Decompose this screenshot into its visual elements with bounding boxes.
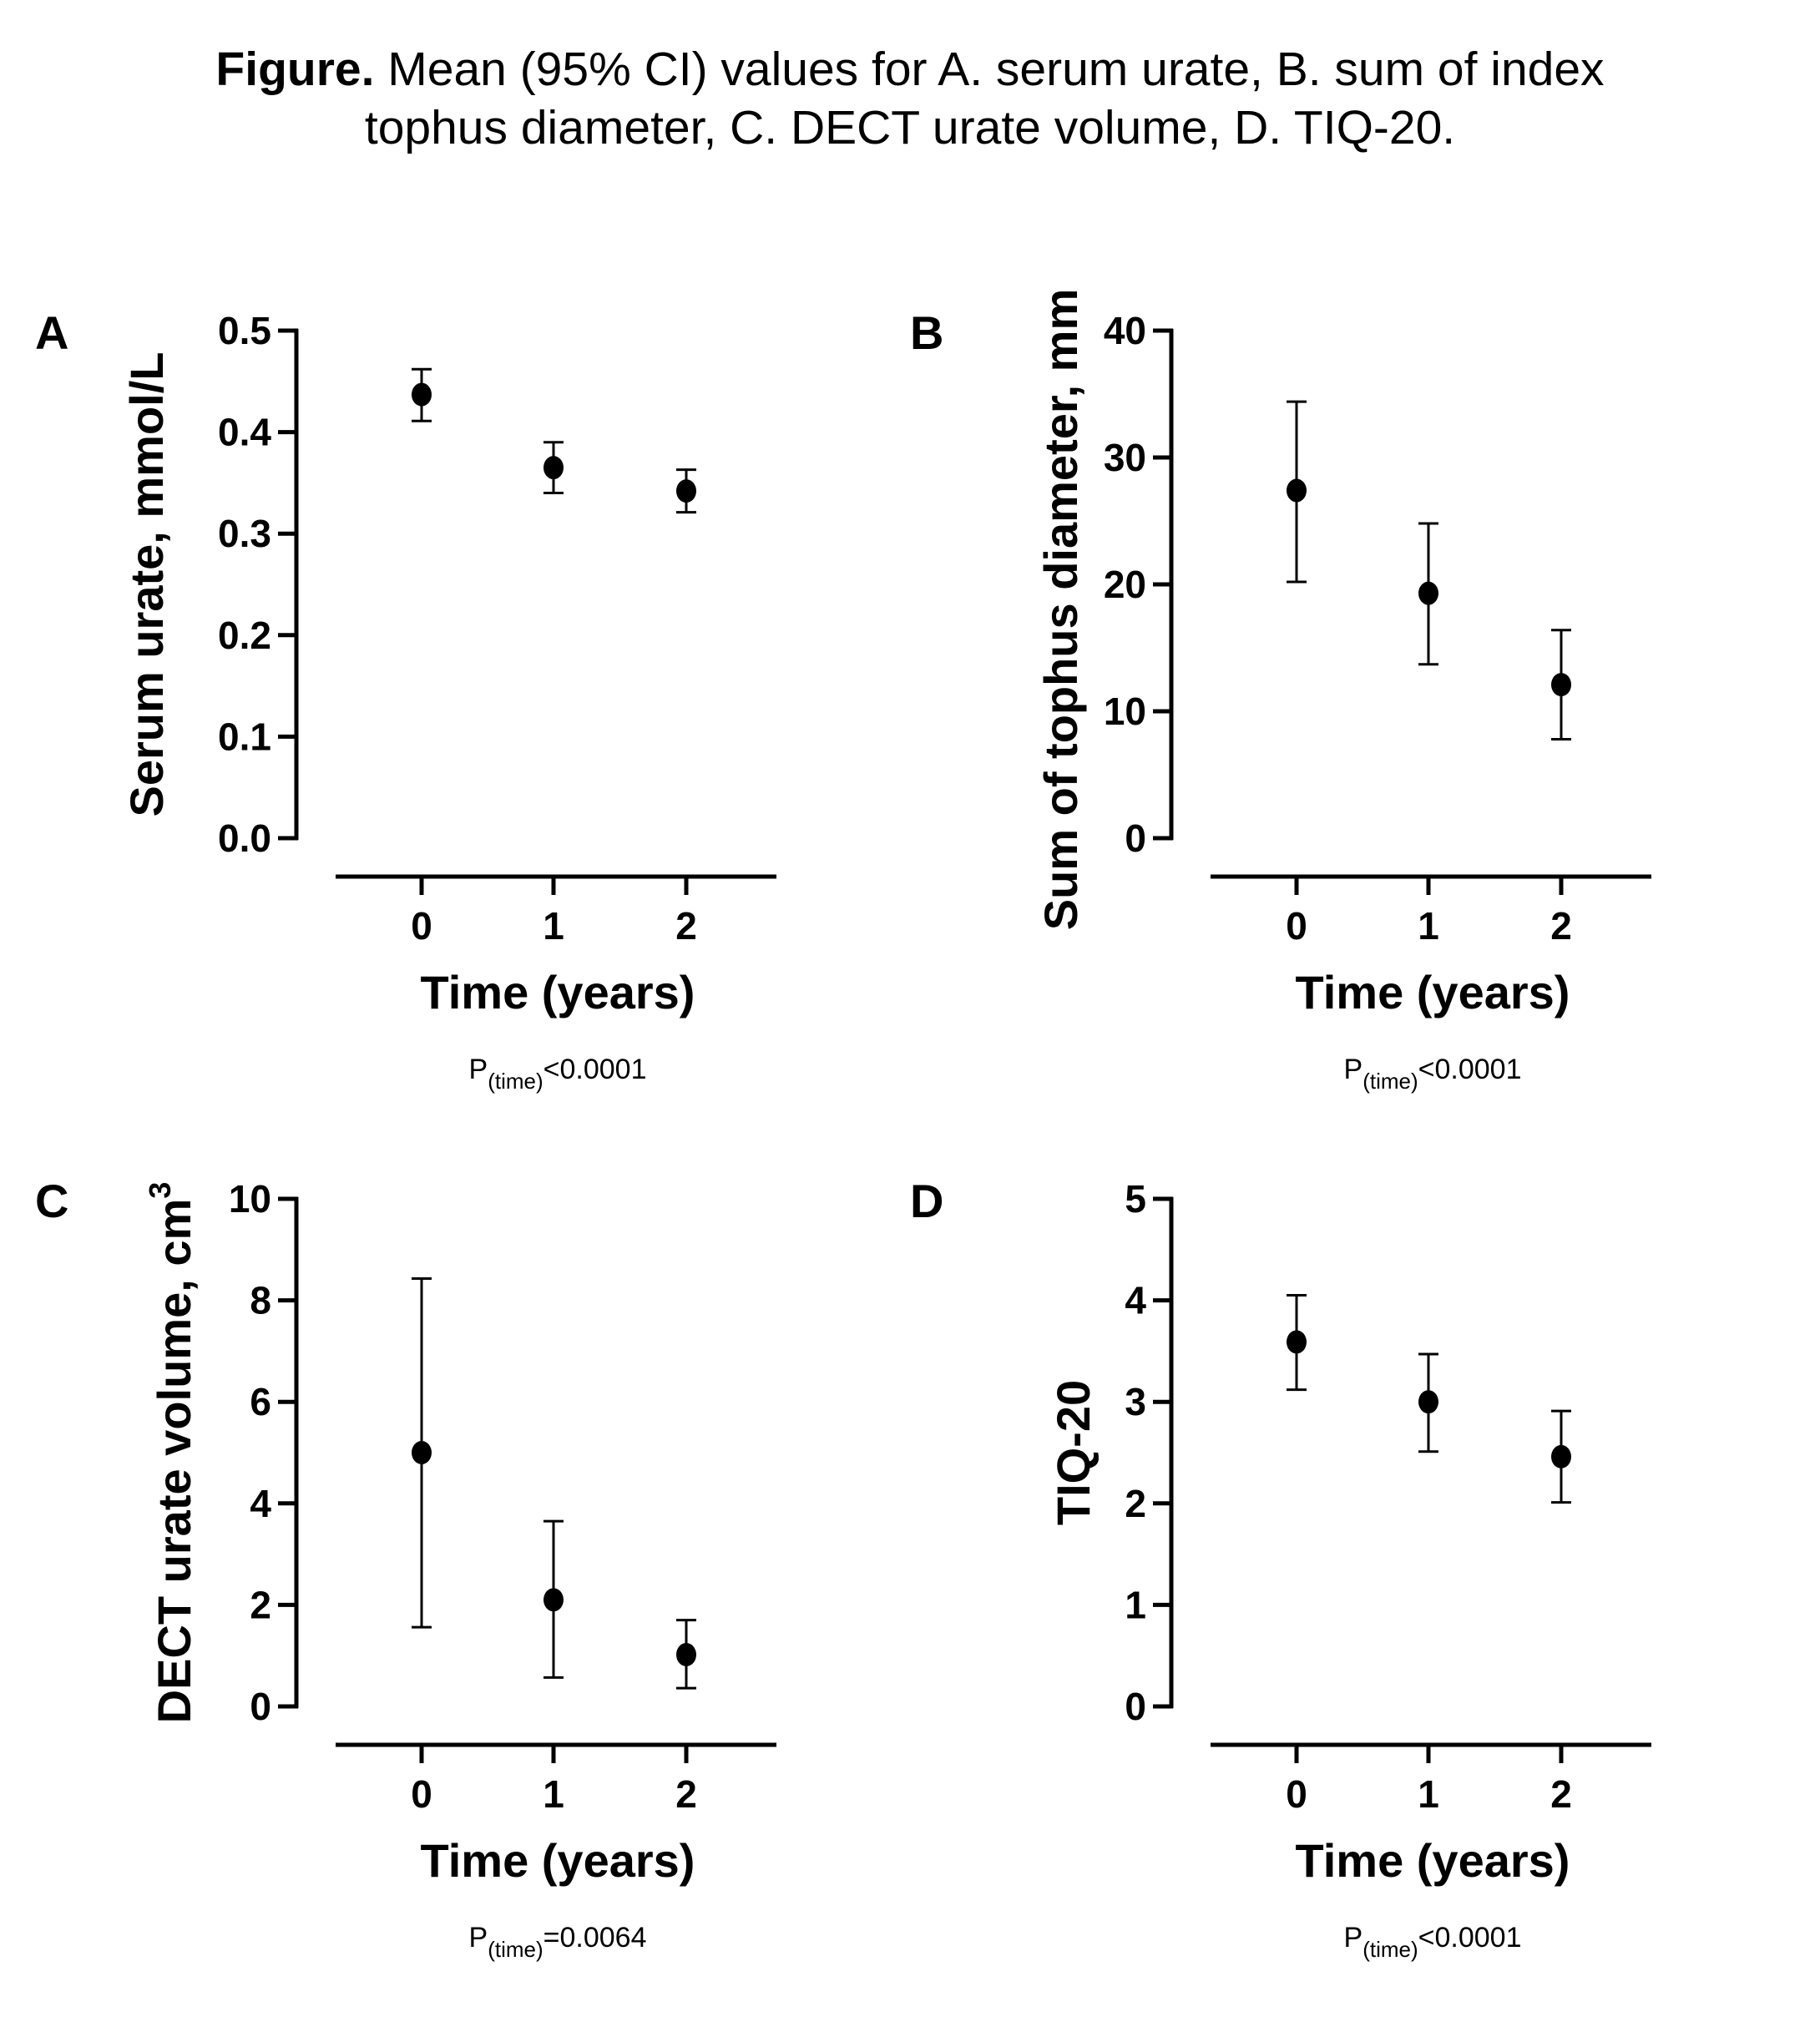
y-tick-label: 10 — [229, 1177, 271, 1221]
data-point — [1551, 1444, 1571, 1468]
y-axis-title: Serum urate, mmol/L — [120, 351, 173, 816]
p-value-annotation: P(time)<0.0001 — [469, 1054, 647, 1094]
y-tick-label: 0.4 — [218, 411, 271, 454]
x-axis-title: Time (years) — [1296, 966, 1570, 1019]
p-value-annotation: P(time)=0.0064 — [469, 1922, 647, 1962]
y-tick-label: 4 — [1125, 1279, 1146, 1322]
x-tick-label: 0 — [411, 904, 432, 948]
data-point — [1287, 1330, 1307, 1354]
p-value-text: <0.0001 — [1418, 1054, 1522, 1085]
panel-letter: C — [35, 1175, 68, 1227]
y-tick-label: 2 — [1125, 1482, 1146, 1525]
panel-d: D 0 1 2 3 4 5 TIQ-20 0 1 2 Time (years) P(time)<0.00… — [910, 1175, 1651, 1962]
data-point — [1551, 673, 1571, 697]
y-axis-title-text: Serum urate, mmol/L — [120, 351, 173, 816]
y-tick-label: 0 — [1125, 816, 1146, 860]
y-axis-title-superscript: 3 — [143, 1182, 177, 1199]
y-tick-label: 5 — [1125, 1177, 1146, 1221]
y-tick-label: 20 — [1104, 563, 1146, 606]
figure-title-line-1: Figure. Mean (95% CI) values for A. seru… — [0, 40, 1820, 99]
x-tick-label: 1 — [543, 1772, 564, 1816]
data-point — [543, 456, 564, 480]
x-tick-label: 0 — [411, 1772, 432, 1816]
p-value-label: P — [469, 1922, 488, 1954]
p-value-subscript: (time) — [488, 1937, 543, 1962]
x-tick-label: 2 — [675, 1772, 697, 1816]
x-axis-title: Time (years) — [421, 966, 695, 1019]
y-axis-title-text: TIQ-20 — [1047, 1380, 1100, 1525]
x-tick-label: 0 — [1286, 904, 1307, 948]
x-tick-label: 2 — [1550, 1772, 1572, 1816]
data-point — [1418, 1390, 1438, 1414]
y-axis-title-text: DECT urate volume, cm — [148, 1199, 200, 1724]
x-tick-label: 2 — [1550, 904, 1572, 948]
p-value-label: P — [1344, 1922, 1363, 1954]
y-tick-label: 0.2 — [218, 614, 271, 657]
panel-letter: B — [910, 306, 943, 359]
panel-letter: A — [35, 306, 68, 359]
y-axis-title-text: Sum of tophus diameter, mm — [1034, 289, 1087, 931]
y-tick-label: 0 — [1125, 1685, 1146, 1728]
y-tick-label: 2 — [250, 1583, 271, 1626]
y-tick-label: 0.1 — [218, 715, 271, 758]
panel-c: C 0 2 4 6 8 10 DECT urate volume, cm3 0 1 2 Time (y… — [35, 1175, 776, 1962]
y-tick-label: 10 — [1104, 690, 1146, 733]
p-value-text: =0.0064 — [543, 1922, 647, 1954]
y-axis-title: TIQ-20 — [1047, 1380, 1100, 1525]
y-axis-title: DECT urate volume, cm3 — [143, 1182, 200, 1724]
data-point — [676, 479, 696, 503]
x-tick-label: 1 — [1418, 1772, 1439, 1816]
data-point — [543, 1588, 564, 1612]
y-axis-title: Sum of tophus diameter, mm — [1034, 289, 1087, 931]
p-value-text: <0.0001 — [543, 1054, 647, 1085]
panel-b: B 0 10 20 30 40 Sum of tophus diameter, mm 0 1 2 T… — [910, 289, 1651, 1094]
p-value-subscript: (time) — [1362, 1937, 1418, 1962]
y-tick-label: 3 — [1125, 1380, 1146, 1423]
y-tick-label: 4 — [250, 1482, 271, 1525]
p-value-label: P — [469, 1054, 488, 1085]
y-tick-label: 0.3 — [218, 512, 271, 555]
data-point — [1287, 478, 1307, 503]
p-value-subscript: (time) — [488, 1069, 543, 1094]
x-tick-label: 0 — [1286, 1772, 1307, 1816]
p-value-label: P — [1344, 1054, 1363, 1085]
data-point — [1418, 581, 1438, 605]
figure-title-text-1: Mean (95% CI) values for A. serum urate,… — [374, 43, 1605, 96]
figure-title-line-2: tophus diameter, C. DECT urate volume, D… — [364, 101, 1456, 154]
y-tick-label: 6 — [250, 1380, 271, 1423]
y-tick-label: 0 — [250, 1685, 271, 1728]
data-point — [412, 382, 432, 407]
p-value-annotation: P(time)<0.0001 — [1344, 1922, 1522, 1962]
p-value-subscript: (time) — [1362, 1069, 1418, 1094]
p-value-text: <0.0001 — [1418, 1922, 1522, 1954]
panel-letter: D — [910, 1175, 943, 1227]
figure-title-bold: Figure. — [215, 43, 375, 96]
y-tick-label: 40 — [1104, 309, 1146, 352]
y-tick-label: 30 — [1104, 436, 1146, 479]
data-point — [412, 1441, 432, 1464]
y-tick-label: 8 — [250, 1279, 271, 1322]
data-point — [676, 1642, 696, 1666]
figure-title: Figure. Mean (95% CI) values for A. seru… — [0, 40, 1820, 157]
y-tick-label: 0.0 — [218, 816, 271, 860]
p-value-annotation: P(time)<0.0001 — [1344, 1054, 1522, 1094]
x-axis-title: Time (years) — [421, 1834, 695, 1887]
x-tick-label: 1 — [543, 904, 564, 948]
x-axis-title: Time (years) — [1296, 1834, 1570, 1887]
y-tick-label: 0.5 — [218, 309, 271, 352]
x-tick-label: 1 — [1418, 904, 1439, 948]
y-tick-label: 1 — [1125, 1583, 1146, 1626]
panel-a: A 0.0 0.1 0.2 0.3 0.4 0.5 Serum urate, mmol/L 0 1… — [35, 306, 776, 1094]
x-tick-label: 2 — [675, 904, 697, 948]
